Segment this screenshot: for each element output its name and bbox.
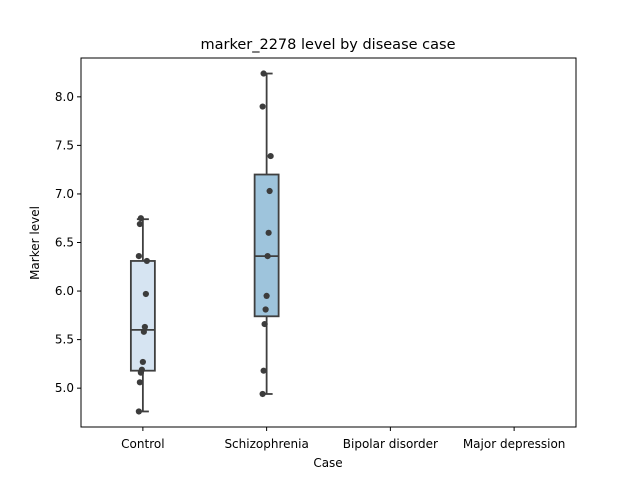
- y-tick-label: 6.5: [55, 236, 74, 250]
- y-tick-label: 5.5: [55, 333, 74, 347]
- data-point: [267, 152, 274, 160]
- data-point: [260, 70, 267, 77]
- x-tick-label: Major depression: [463, 437, 566, 451]
- data-point: [265, 229, 272, 236]
- x-axis: Control Schizophrenia Bipolar disorder Majo…: [121, 427, 565, 451]
- box: [253, 173, 280, 318]
- data-point: [139, 358, 146, 366]
- x-tick-label: Schizophrenia: [224, 437, 308, 451]
- data-point: [141, 323, 148, 331]
- data-point: [135, 252, 142, 260]
- data-point: [259, 390, 266, 398]
- box: [129, 260, 156, 372]
- data-point: [262, 306, 269, 313]
- y-tick-label: 7.0: [55, 187, 74, 201]
- y-axis-label: Marker level: [28, 206, 42, 280]
- box-group: [129, 218, 156, 413]
- data-point: [138, 366, 145, 373]
- data-point: [140, 328, 147, 335]
- data-point: [266, 187, 273, 195]
- strip-points: [135, 215, 150, 415]
- data-point: [261, 320, 268, 328]
- y-tick-label: 6.0: [55, 284, 74, 298]
- data-point: [142, 290, 149, 298]
- data-point: [260, 367, 267, 374]
- data-point: [143, 257, 150, 265]
- data-point: [135, 408, 142, 415]
- data-point: [136, 379, 143, 386]
- y-tick-label: 7.5: [55, 138, 74, 152]
- data-point: [136, 220, 143, 228]
- y-tick-label: 8.0: [55, 90, 74, 104]
- x-axis-label: Case: [313, 456, 342, 470]
- x-tick-label: Bipolar disorder: [343, 437, 438, 451]
- data-point: [264, 252, 271, 260]
- chart-title: marker_2278 level by disease case: [201, 37, 456, 53]
- y-axis: 5.0 5.5 6.0 6.5 7.0 7.5 8.0: [55, 90, 81, 395]
- y-tick-label: 5.0: [55, 381, 74, 395]
- data-point: [263, 292, 270, 300]
- data-point: [137, 215, 144, 222]
- data-point: [259, 103, 266, 110]
- plot-content: [129, 70, 280, 415]
- strip-points: [259, 70, 274, 398]
- x-tick-label: Control: [121, 437, 164, 451]
